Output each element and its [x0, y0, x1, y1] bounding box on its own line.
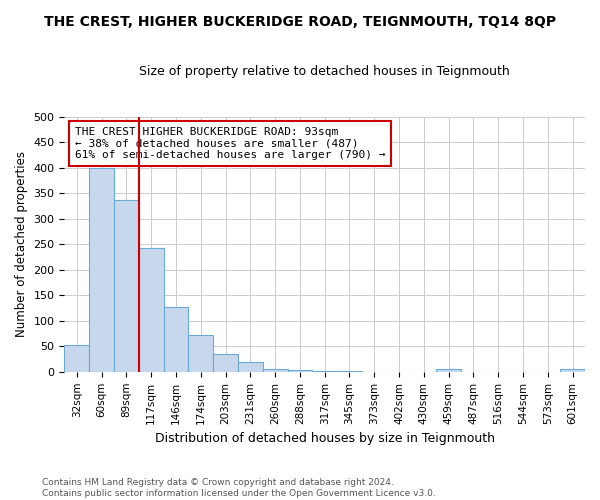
Bar	[560, 370, 585, 372]
Bar	[337, 371, 362, 372]
Title: Size of property relative to detached houses in Teignmouth: Size of property relative to detached ho…	[139, 65, 510, 78]
Y-axis label: Number of detached properties: Number of detached properties	[15, 151, 28, 337]
Bar	[263, 370, 287, 372]
Text: THE CREST, HIGHER BUCKERIDGE ROAD, TEIGNMOUTH, TQ14 8QP: THE CREST, HIGHER BUCKERIDGE ROAD, TEIGN…	[44, 15, 556, 29]
Bar	[287, 370, 313, 372]
Bar	[213, 354, 238, 372]
Bar	[238, 362, 263, 372]
Bar	[114, 200, 139, 372]
Text: THE CREST HIGHER BUCKERIDGE ROAD: 93sqm
← 38% of detached houses are smaller (48: THE CREST HIGHER BUCKERIDGE ROAD: 93sqm …	[75, 127, 385, 160]
Bar	[436, 370, 461, 372]
Bar	[188, 335, 213, 372]
Bar	[64, 345, 89, 372]
Bar	[139, 248, 164, 372]
Text: Contains HM Land Registry data © Crown copyright and database right 2024.
Contai: Contains HM Land Registry data © Crown c…	[42, 478, 436, 498]
Bar	[89, 168, 114, 372]
Bar	[164, 306, 188, 372]
X-axis label: Distribution of detached houses by size in Teignmouth: Distribution of detached houses by size …	[155, 432, 495, 445]
